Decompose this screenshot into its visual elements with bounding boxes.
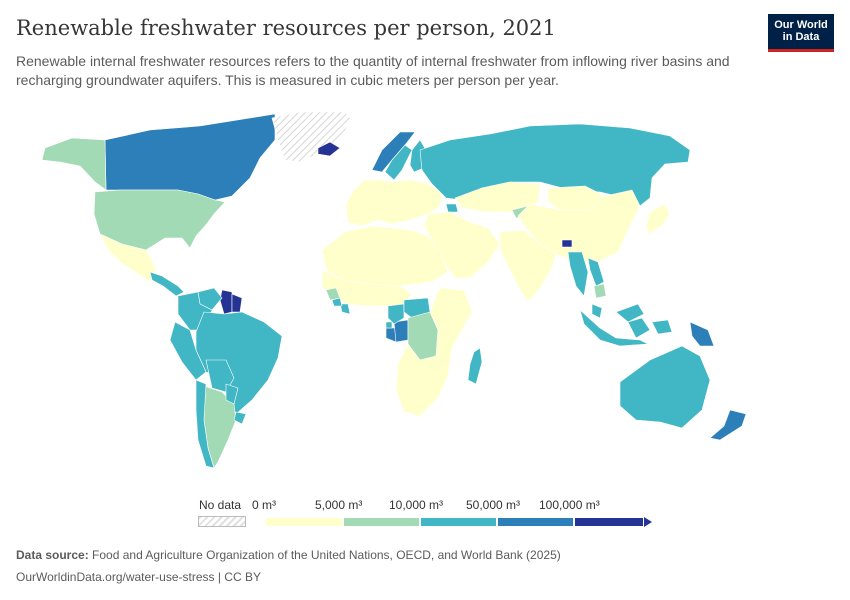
region-japan[interactable]: Japan (645, 203, 671, 235)
legend-tick-0: 0 m³ (252, 498, 276, 512)
region-paraguay[interactable]: Paraguay (225, 383, 239, 405)
region-laos[interactable]: Laos (587, 257, 605, 287)
chart-title: Renewable freshwater resources per perso… (16, 16, 556, 40)
region-alaska[interactable]: Alaska (41, 137, 107, 191)
region-iceland[interactable]: Iceland (317, 141, 341, 157)
legend-bin-3[interactable] (497, 517, 574, 527)
region-bhutan[interactable]: Bhutan (561, 239, 573, 248)
region-europe-rest[interactable]: Europe (rest) (345, 179, 443, 227)
region-myanmar[interactable]: Myanmar (567, 251, 589, 297)
region-uruguay[interactable]: Uruguay (233, 411, 247, 425)
region-australia[interactable]: Australia (619, 345, 711, 429)
region-norway[interactable]: Norway (371, 131, 416, 173)
region-canada[interactable]: Canada (104, 113, 276, 201)
legend-tick-2: 10,000 m³ (389, 498, 444, 512)
region-indonesia[interactable]: Indonesia (579, 309, 673, 347)
region-mongolia[interactable]: Mongolia (547, 185, 606, 211)
source-url[interactable]: OurWorldinData.org/water-use-stress | CC… (16, 570, 261, 584)
chart-subtitle: Renewable internal freshwater resources … (16, 53, 730, 88)
legend-bin-1[interactable] (343, 517, 420, 527)
region-congo[interactable]: Congo (393, 319, 409, 343)
region-cambodia[interactable]: Cambodia (593, 283, 607, 299)
region-east-southern-africa[interactable]: East & Southern Africa (395, 287, 473, 417)
region-peru[interactable]: Peru (169, 321, 207, 381)
region-middle-east[interactable]: Middle East (423, 211, 501, 279)
world-map: CanadaAlaskaGreenlandUnited StatesMexico… (41, 111, 747, 469)
source-text: Food and Agriculture Organization of the… (92, 548, 561, 562)
legend-no-data-label: No data (199, 498, 242, 512)
region-india[interactable]: India (499, 229, 557, 303)
region-new-zealand[interactable]: New Zealand (709, 409, 747, 441)
region-kazakhstan[interactable]: Kazakhstan (454, 181, 541, 213)
region-guyana[interactable]: Guyana (219, 289, 233, 315)
data-source: Data source: Food and Agriculture Organi… (16, 548, 561, 562)
region-chile[interactable]: Chile (195, 379, 215, 469)
region-central-america[interactable]: Central America (149, 271, 185, 297)
logo-line-1: Our World (774, 19, 828, 31)
legend-no-data-swatch[interactable] (198, 516, 246, 527)
owid-logo[interactable]: Our World in Data (768, 14, 834, 52)
legend-bin-0[interactable] (265, 517, 343, 527)
legend-arrow (644, 517, 652, 527)
region-guinea[interactable]: Guinea (325, 287, 341, 301)
region-liberia[interactable]: Liberia (339, 303, 351, 315)
region-papua-new-guinea[interactable]: Papua New Guinea (689, 321, 715, 347)
logo-line-2: in Data (782, 31, 820, 43)
region-greenland[interactable]: Greenland (271, 111, 353, 163)
region-malaysia[interactable]: Malaysia (591, 303, 645, 323)
legend-tick-1: 5,000 m³ (315, 498, 363, 512)
region-madagascar[interactable]: Madagascar (467, 347, 483, 385)
region-suriname[interactable]: Suriname (231, 293, 243, 313)
region-equatorial-guinea[interactable]: Equatorial Guinea (385, 321, 393, 329)
region-gabon[interactable]: Gabon (385, 327, 397, 343)
region-georgia[interactable]: Georgia (445, 203, 459, 213)
legend: No data 0 m³ 5,000 m³ 10,000 m³ 50,000 m… (0, 495, 850, 535)
legend-bin-2[interactable] (420, 517, 497, 527)
legend-tick-3: 50,000 m³ (466, 498, 521, 512)
legend-tick-4: 100,000 m³ (539, 498, 600, 512)
source-label: Data source: (16, 548, 89, 562)
region-bolivia[interactable]: Bolivia (205, 359, 235, 393)
region-cameroon[interactable]: Cameroon (387, 303, 405, 325)
legend-bin-4[interactable] (574, 517, 644, 527)
